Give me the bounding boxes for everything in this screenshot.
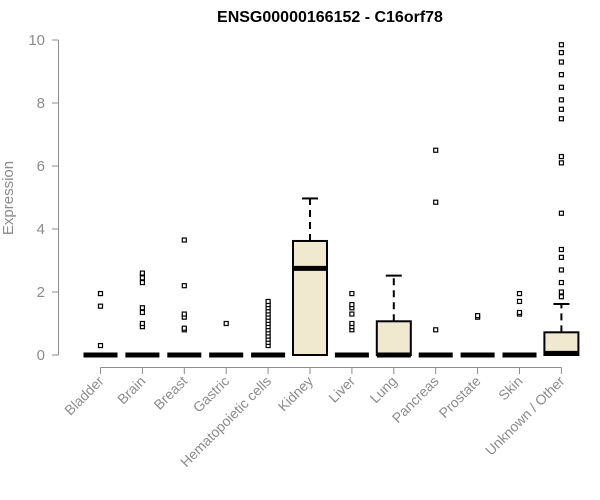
- x-tick-label: Liver: [325, 373, 358, 406]
- chart-title: ENSG00000166152 - C16orf78: [217, 9, 443, 26]
- outlier-point: [139, 305, 145, 311]
- outlier-point: [139, 320, 145, 327]
- outlier-point: [223, 320, 229, 327]
- outlier-point: [349, 302, 355, 308]
- box-prostate: [460, 313, 495, 358]
- outlier-point: [558, 106, 565, 112]
- y-tick-label: 8: [37, 95, 45, 112]
- outlier-point: [558, 294, 565, 300]
- outlier-point: [558, 210, 565, 216]
- outlier-point: [558, 42, 565, 48]
- box-bladder: [83, 290, 118, 358]
- x-tick-label: Bladder: [61, 373, 107, 419]
- y-tick-label: 10: [28, 32, 45, 49]
- x-tick-label: Skin: [495, 373, 526, 404]
- box-body: [375, 320, 412, 357]
- box-breast: [167, 237, 202, 358]
- outlier-point: [181, 283, 187, 289]
- outlier-point: [139, 275, 145, 281]
- y-axis-label: Expression: [0, 161, 17, 235]
- outlier-point: [558, 59, 565, 65]
- outlier-point: [349, 290, 355, 297]
- outlier-point: [558, 84, 565, 90]
- outlier-point: [433, 199, 439, 205]
- outlier-point: [181, 311, 187, 317]
- box-hematopoietic-cells: [251, 298, 286, 358]
- box-pancreas: [418, 147, 453, 358]
- y-axis: 0 2 4 6 8 10: [28, 32, 59, 364]
- x-tick-label: Lung: [367, 373, 400, 406]
- y-tick-label: 6: [37, 158, 45, 175]
- outlier-point: [558, 246, 565, 253]
- x-tick-label: Prostate: [436, 373, 484, 421]
- outlier-point: [516, 290, 523, 297]
- outlier-point: [558, 49, 565, 56]
- outlier-point: [558, 116, 565, 122]
- y-tick-label: 2: [37, 284, 45, 301]
- box-brain: [125, 270, 160, 358]
- box-kidney: [292, 197, 328, 356]
- box-liver: [334, 290, 369, 358]
- x-tick-label: Unknown / Other: [482, 373, 568, 459]
- outlier-point: [516, 298, 523, 305]
- outlier-point: [181, 237, 187, 243]
- x-tick-label: Kidney: [275, 373, 317, 415]
- y-tick-label: 4: [37, 221, 45, 238]
- outlier-point: [433, 147, 439, 153]
- outlier-point: [558, 97, 565, 103]
- outlier-point: [475, 313, 481, 319]
- outlier-point: [349, 320, 355, 327]
- outlier-point: [558, 72, 565, 78]
- x-axis: [100, 367, 562, 374]
- outlier-point: [265, 298, 271, 305]
- x-tick-label: Brain: [114, 373, 148, 407]
- outlier-point: [97, 342, 104, 349]
- box-lung: [375, 274, 412, 358]
- outlier-point: [558, 279, 565, 286]
- box-unknown-other: [543, 42, 580, 357]
- y-tick-label: 0: [37, 347, 45, 364]
- outlier-point: [433, 327, 439, 333]
- outlier-point: [558, 254, 565, 260]
- x-tick-label: Pancreas: [389, 373, 442, 426]
- outlier-point: [516, 309, 523, 316]
- outlier-point: [97, 303, 104, 309]
- outlier-point: [97, 290, 104, 297]
- outlier-point: [139, 309, 145, 316]
- outlier-point: [558, 267, 565, 273]
- outlier-point: [139, 279, 145, 286]
- x-tick-label: Breast: [150, 373, 190, 413]
- box-body: [292, 239, 328, 356]
- outlier-point: [349, 311, 355, 317]
- outlier-point: [139, 270, 145, 276]
- box-gastric: [209, 320, 244, 358]
- boxes-group: [83, 42, 580, 358]
- outlier-point: [558, 289, 565, 295]
- outlier-point: [181, 325, 187, 331]
- box-skin: [502, 290, 537, 358]
- outlier-point: [558, 160, 565, 166]
- outlier-point: [558, 153, 565, 160]
